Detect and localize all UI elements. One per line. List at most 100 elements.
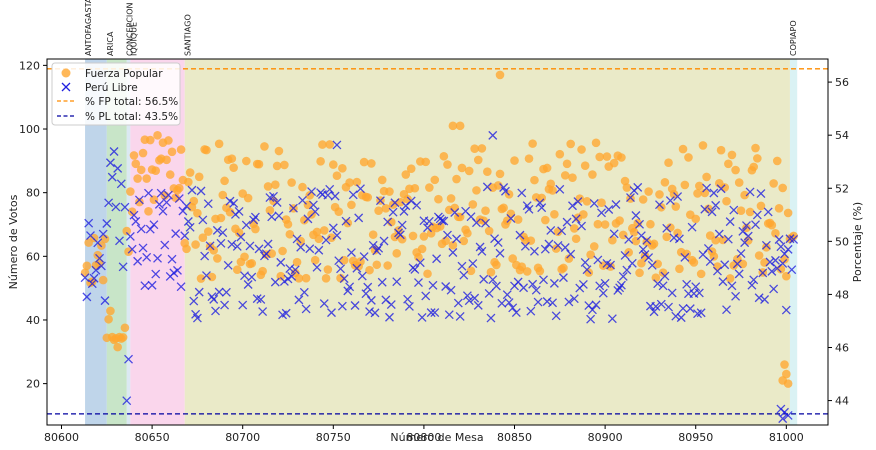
fp-point	[127, 207, 137, 216]
fp-point	[332, 171, 342, 181]
pl-point	[760, 295, 770, 304]
pl-point	[669, 233, 679, 243]
pl-point	[285, 264, 295, 273]
pl-point	[417, 312, 427, 322]
pl-point	[212, 225, 222, 235]
fp-point	[144, 206, 153, 216]
pl-point	[508, 303, 518, 313]
pl-point	[218, 228, 228, 238]
pl-point	[687, 222, 697, 232]
pl-point	[328, 223, 338, 233]
fp-point	[263, 182, 273, 191]
fp-point	[410, 183, 420, 193]
pl-point	[385, 312, 394, 322]
pl-point	[303, 214, 313, 224]
fp-point	[745, 207, 755, 217]
pl-point	[546, 225, 556, 235]
pl-point	[332, 230, 342, 240]
pl-point	[144, 188, 153, 198]
pl-point	[479, 274, 489, 284]
fp-point	[185, 168, 195, 177]
fp-point	[615, 216, 624, 225]
points-layer	[80, 70, 799, 424]
pl-point	[751, 220, 760, 230]
legend-box	[51, 62, 181, 126]
fp-point	[564, 254, 574, 263]
pl-point	[361, 289, 371, 299]
legend-fp-label: Fuerza Popular	[85, 68, 163, 80]
pl-point	[551, 311, 561, 321]
y-tick-label: 120	[19, 59, 40, 72]
pl-point	[658, 281, 668, 291]
pl-point	[330, 191, 340, 201]
fp-point	[274, 146, 284, 156]
pl-point	[607, 314, 617, 324]
pl-point	[356, 184, 365, 194]
pl-point	[732, 259, 742, 269]
pl-point	[647, 260, 657, 270]
fp-point	[595, 152, 604, 162]
pl-point	[789, 234, 799, 244]
pl-point	[542, 297, 552, 306]
pl-point	[520, 241, 530, 251]
pl-point	[370, 308, 380, 318]
pl-point	[368, 240, 378, 250]
pl-point	[211, 306, 220, 316]
pl-point	[459, 270, 469, 280]
pl-point	[662, 223, 672, 233]
pl-point	[616, 280, 626, 290]
pl-point	[528, 279, 538, 289]
pl-point	[707, 207, 717, 217]
fp-point	[136, 165, 146, 175]
fp-point	[767, 220, 777, 230]
pl-point	[638, 244, 648, 254]
pl-point	[256, 294, 266, 304]
fp-point	[209, 246, 219, 255]
pl-point	[341, 216, 351, 226]
y-tick-label: 100	[19, 123, 40, 136]
pl-point	[319, 299, 329, 309]
fp-point	[597, 198, 606, 208]
pl-point	[468, 259, 478, 269]
fp-point	[772, 156, 782, 166]
pl-point	[484, 288, 494, 298]
fp-point	[365, 265, 374, 275]
pl-point	[377, 277, 387, 287]
pl-point	[756, 189, 766, 198]
pl-point	[713, 266, 722, 276]
fp-point	[551, 244, 561, 253]
fp-point	[417, 244, 427, 254]
pl-point	[653, 279, 663, 289]
region-label: SANTIAGO	[184, 14, 193, 56]
fp-point	[220, 176, 229, 186]
pl-point	[729, 205, 739, 215]
fp-point	[626, 194, 635, 203]
pl-point	[529, 246, 539, 256]
fp-point	[588, 170, 597, 179]
pl-point	[116, 179, 126, 189]
pl-point	[194, 287, 204, 297]
x-tick-label: 80900	[588, 431, 623, 444]
fp-point	[709, 252, 719, 261]
pl-point	[227, 239, 237, 249]
fp-point	[174, 183, 184, 193]
pl-point	[399, 206, 409, 216]
fp-point	[473, 155, 483, 165]
fp-point	[368, 230, 378, 239]
fp-point	[272, 161, 282, 171]
region-label: CONCEPCION	[126, 2, 135, 56]
pl-point	[229, 198, 239, 208]
pl-point	[287, 271, 297, 281]
pl-point	[243, 280, 253, 289]
pl-point	[660, 271, 670, 281]
pl-point	[673, 192, 683, 202]
pl-point	[604, 205, 614, 214]
fp-point	[145, 135, 155, 145]
fp-point	[138, 148, 148, 158]
fp-point	[280, 160, 289, 170]
fp-point	[448, 121, 458, 131]
pl-point	[595, 281, 605, 291]
pl-point	[571, 214, 581, 224]
pl-point	[781, 305, 791, 315]
